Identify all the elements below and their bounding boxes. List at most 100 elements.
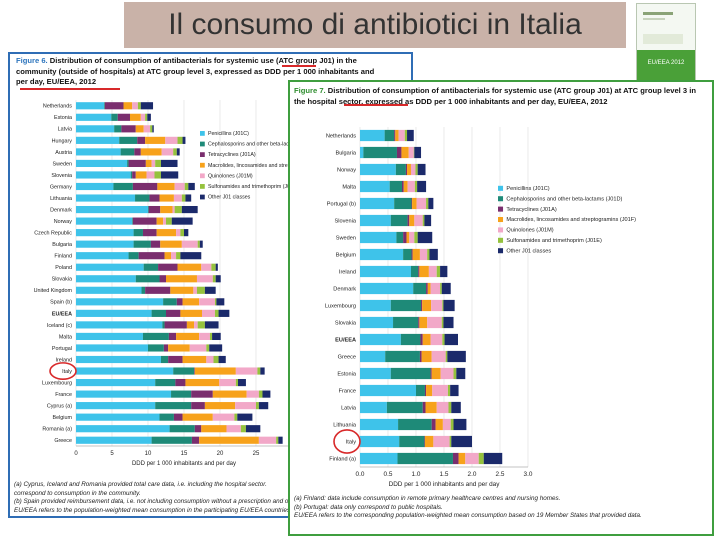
fig6-bar-lithuania-quinolones (173, 194, 182, 202)
fig6-bar-finland-sulfonamides (176, 252, 181, 260)
figure6-title-text: Distribution of consumption of antibacte… (16, 56, 375, 86)
fig7-bar-slovenia-quinolones (414, 214, 423, 227)
fig7-bar-latvia-macrolides (425, 401, 437, 414)
fig6-category-label-spain-b: Spain (b) (50, 300, 72, 306)
fig6-bar-france-other (262, 390, 271, 398)
fig6-bar-germany-tetracyclines (132, 182, 158, 191)
fig6-bar-spain-b-penicillins (76, 298, 164, 306)
fig7-legend-label-macrolides: Macrolides, lincosamides and streptogram… (506, 217, 636, 223)
fig6-category-label-czech-republic: Czech Republic (34, 231, 72, 237)
fig6-bar-czech-republic-other (184, 229, 189, 237)
fig7-bar-finland-a-macrolides (458, 452, 466, 465)
fig6-bar-eu-eea-penicillins (76, 309, 152, 317)
fig6-bar-eu-eea-sulfonamides (214, 309, 219, 317)
fig7-bar-norway-macrolides (407, 163, 411, 176)
fig6-bar-latvia-sulfonamides (150, 125, 153, 133)
fig6-bar-netherlands-penicillins (76, 102, 105, 110)
fig7-bar-denmark-sulfonamides (440, 282, 442, 295)
fig6-category-label-latvia: Latvia (58, 127, 72, 133)
fig7-bar-slovenia-sulfonamides (422, 214, 425, 227)
figure6-label: Figure 6. (16, 56, 48, 65)
fig7-bar-france-tetracyclines (424, 384, 427, 397)
fig6-category-label-united-kingdom: United Kingdom (34, 288, 73, 294)
fig6-bar-ireland-cephalosporins (160, 355, 169, 364)
fig6-bar-spain-b-sulfonamides (214, 298, 217, 306)
fig6-bar-denmark-tetracyclines (148, 205, 161, 214)
fig6-bar-italy-penicillins (76, 367, 174, 375)
fig7-bar-slovakia-other (443, 316, 454, 329)
fig7-bar-ireland-other (440, 265, 448, 278)
fig7-legend-swatch-sulfonamides (498, 237, 504, 243)
fig7-bar-finland-a-sulfonamides (478, 452, 484, 465)
fig6-bar-malta-macrolides (176, 332, 200, 341)
fig6-bar-italy-other (260, 367, 265, 375)
fig7-x-tick-label: 1.0 (412, 471, 421, 478)
fig7-x-tick-label: 0.0 (356, 471, 365, 478)
fig6-bar-portugal-sulfonamides (206, 344, 210, 352)
fig6-bar-cyprus-a-sulfonamides (256, 402, 259, 410)
fig6-bar-united-kingdom-quinolones (193, 286, 197, 294)
fig6-bar-united-kingdom-sulfonamides (196, 286, 205, 294)
fig6-bar-germany-sulfonamides (184, 182, 189, 191)
fig6-bar-greece-other (278, 436, 283, 444)
fig6-bar-romania-a-tetracyclines (194, 425, 202, 433)
fig6-bar-portugal-tetracyclines (163, 344, 169, 352)
fig6-bar-czech-republic-sulfonamides (180, 229, 184, 237)
fig6-bar-united-kingdom-penicillins (76, 286, 142, 294)
figure7-title-text: Distribution of consumption of antibacte… (294, 86, 696, 106)
fig6-category-label-bulgaria: Bulgaria (52, 242, 72, 248)
fig7-bar-belgium-penicillins (360, 248, 404, 261)
fig7-bar-portugal-b-tetracyclines (411, 197, 413, 210)
fig6-bar-bulgaria-penicillins (76, 240, 134, 248)
fig6-bar-luxembourg-quinolones (219, 378, 236, 387)
fig7-bar-belgium-other (429, 248, 438, 261)
fig6-bar-netherlands-other (140, 102, 154, 110)
figure6-title: Figure 6. Distribution of consumption of… (16, 56, 376, 88)
fig7-bar-ireland-penicillins (360, 265, 411, 278)
fig7-bar-ireland-macrolides (419, 265, 429, 278)
fig6-bar-estonia-cephalosporins (111, 113, 118, 121)
figure6-footnotes: (a) Cyprus, Iceland and Romania provided… (14, 481, 406, 515)
fig6-bar-czech-republic-quinolones (176, 229, 181, 237)
fig7-legend-label-cephalosporins: Cephalosporins and other beta-lactams (J… (506, 196, 622, 202)
fig6-bar-hungary-cephalosporins (119, 136, 138, 144)
fig6-bar-luxembourg-sulfonamides (235, 378, 238, 387)
fig7-bar-sweden-sulfonamides (414, 231, 418, 244)
fig6-bar-finland-penicillins (76, 252, 129, 260)
fig7-bar-finland-a-cephalosporins (397, 452, 453, 465)
fig7-bar-latvia-sulfonamides (448, 401, 452, 414)
fig7-bar-italy-quinolones (433, 435, 450, 448)
fig6-x-axis-label: DDD per 1 000 inhabitants and per day (132, 461, 236, 467)
fig6-bar-czech-republic-penicillins (76, 229, 134, 237)
fig7-bar-belgium-macrolides (412, 248, 420, 261)
fig6-legend-label-tetracyclines: Tetracyclines (J01A) (208, 152, 256, 158)
fig6-legend-label-sulfonamides: Sulfonamides and trimethoprim (J01E) (208, 184, 299, 190)
figure6-footnote: EU/EEA refers to the population-weighted… (14, 506, 292, 514)
fig6-bar-norway-other (171, 217, 193, 225)
fig6-bar-slovenia-quinolones (146, 171, 155, 179)
fig6-bar-greece-penicillins (76, 436, 152, 444)
fig7-category-label-ireland: Ireland (339, 269, 356, 275)
fig6-bar-spain-b-other (216, 298, 225, 306)
fig7-bar-estonia-cephalosporins (390, 367, 431, 380)
fig7-bar-luxembourg-macrolides (422, 299, 432, 312)
fig6-bar-netherlands-sulfonamides (137, 102, 141, 110)
fig6-bar-finland-cephalosporins (128, 252, 139, 260)
fig6-bar-italy-cephalosporins (173, 367, 195, 375)
fig6-bar-denmark-quinolones (172, 205, 175, 214)
fig6-bar-greece-macrolides (199, 436, 259, 444)
fig6-bar-eu-eea-quinolones (202, 309, 215, 317)
fig6-bar-norway-cephalosporins (132, 217, 133, 225)
fig7-category-label-luxembourg: Luxembourg (325, 303, 356, 309)
fig6-bar-romania-a-quinolones (226, 425, 241, 433)
fig6-bar-finland-macrolides (164, 252, 172, 260)
fig6-bar-hungary-quinolones (165, 136, 178, 144)
fig6-bar-estonia-sulfonamides (145, 113, 148, 121)
fig7-bar-slovakia-quinolones (427, 316, 442, 329)
fig6-bar-slovakia-penicillins (76, 275, 136, 283)
fig7-bar-finland-a-quinolones (465, 452, 479, 465)
fig7-bar-france-sulfonamides (447, 384, 451, 397)
fig7-bar-slovakia-tetracyclines (418, 316, 420, 329)
fig7-bar-lithuania-macrolides (435, 418, 443, 431)
fig6-category-label-italy: Italy (62, 369, 72, 375)
